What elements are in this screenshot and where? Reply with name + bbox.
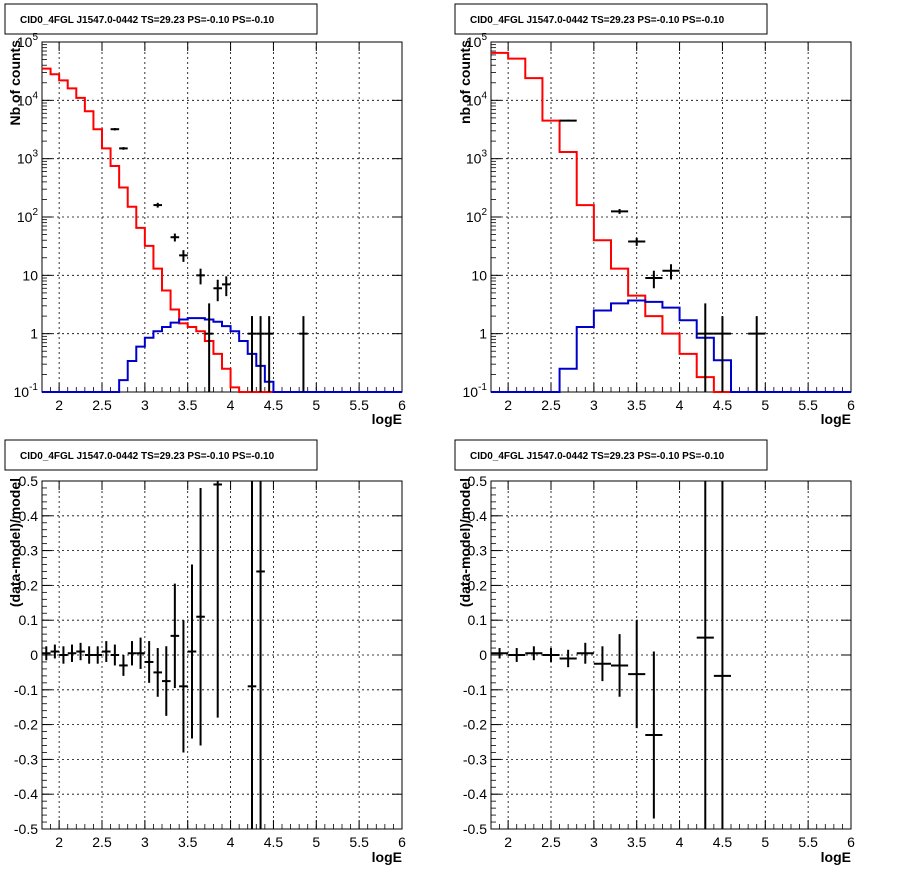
p4-xtick-label-7: 5.5 xyxy=(798,834,818,850)
p4-xtick-label-6: 5 xyxy=(761,834,769,850)
p4-ytick-label-9: 0.4 xyxy=(468,508,488,524)
y-axis-label-1: Nb of counts xyxy=(7,40,23,126)
p3-ytick-label-10: 0.5 xyxy=(19,473,39,489)
p3-ytick-label-1: -0.4 xyxy=(14,786,38,802)
p1-ytick-label-1: 1 xyxy=(30,326,38,342)
p1-xtick-label-7: 5.5 xyxy=(349,397,369,413)
p3-ytick-label-5: 0 xyxy=(30,647,38,663)
p3-xtick-label-6: 5 xyxy=(312,834,320,850)
p3-ytick-label-3: -0.2 xyxy=(14,717,38,733)
panel-title-2: CID0_4FGL J1547.0-0442 TS=29.23 PS=-0.10… xyxy=(454,3,768,35)
p1-xtick-label-0: 2 xyxy=(55,397,63,413)
p4-ytick-label-8: 0.3 xyxy=(468,543,488,559)
p3-ytick-label-8: 0.3 xyxy=(19,543,39,559)
p1-xtick-label-2: 3 xyxy=(141,397,149,413)
p1-xtick-label-8: 6 xyxy=(398,397,406,413)
p3-xtick-label-2: 3 xyxy=(141,834,149,850)
p3-xtick-label-4: 4 xyxy=(227,834,235,850)
p1-ytick-label-6: 105 xyxy=(17,32,39,50)
p1-xtick-label-5: 4.5 xyxy=(264,397,284,413)
p4-ytick-label-1: -0.4 xyxy=(463,786,487,802)
y-axis-label-2: nb of counts xyxy=(457,40,473,124)
p2-xtick-label-4: 4 xyxy=(676,397,684,413)
p2-xtick-label-5: 4.5 xyxy=(713,397,733,413)
p3-xtick-label-0: 2 xyxy=(55,834,63,850)
p2-ytick-label-1: 1 xyxy=(479,326,487,342)
p4-ytick-label-7: 0.2 xyxy=(468,577,488,593)
p3-xtick-label-3: 3.5 xyxy=(178,834,198,850)
p1-ytick-label-0: 10-1 xyxy=(14,382,39,400)
p2-xtick-label-3: 3.5 xyxy=(627,397,647,413)
panel-title-3: CID0_4FGL J1547.0-0442 TS=29.23 PS=-0.10… xyxy=(4,439,318,471)
p3-ytick-label-9: 0.4 xyxy=(19,508,39,524)
p2-source-model-histogram xyxy=(491,299,851,393)
p4-xtick-label-3: 3.5 xyxy=(627,834,647,850)
p4-ytick-label-10: 0.5 xyxy=(468,473,488,489)
p2-xtick-label-2: 3 xyxy=(590,397,598,413)
p4-ytick-label-2: -0.3 xyxy=(463,751,487,767)
panel-title-1: CID0_4FGL J1547.0-0442 TS=29.23 PS=-0.10… xyxy=(4,3,318,35)
p2-ytick-label-4: 103 xyxy=(466,149,488,167)
p2-ytick-label-6: 105 xyxy=(466,32,488,50)
p4-xtick-label-1: 2.5 xyxy=(541,834,561,850)
p2-ytick-label-3: 102 xyxy=(466,207,488,225)
p4-ytick-label-5: 0 xyxy=(479,647,487,663)
panel-title-4-text: CID0_4FGL J1547.0-0442 TS=29.23 PS=-0.10… xyxy=(470,451,725,462)
p2-xtick-label-0: 2 xyxy=(504,397,512,413)
x-axis-label-3: logE xyxy=(372,849,402,865)
p3-xtick-label-1: 2.5 xyxy=(92,834,112,850)
panel-title-4: CID0_4FGL J1547.0-0442 TS=29.23 PS=-0.10… xyxy=(454,439,768,471)
p2-xtick-label-8: 6 xyxy=(847,397,855,413)
x-axis-label-2: logE xyxy=(821,411,851,427)
p2-xtick-label-6: 5 xyxy=(761,397,769,413)
p4-ytick-label-3: -0.2 xyxy=(463,717,487,733)
p4-xtick-label-0: 2 xyxy=(504,834,512,850)
p4-xtick-label-5: 4.5 xyxy=(713,834,733,850)
p3-ytick-label-2: -0.3 xyxy=(14,751,38,767)
p2-ytick-label-5: 104 xyxy=(466,90,488,108)
p4-xtick-label-8: 6 xyxy=(847,834,855,850)
y-axis-label-3: (data-model)/model xyxy=(7,478,23,607)
panel-title-2-text: CID0_4FGL J1547.0-0442 TS=29.23 PS=-0.10… xyxy=(470,15,725,26)
p1-source-model-histogram xyxy=(42,317,402,393)
p4-ytick-label-4: -0.1 xyxy=(463,682,487,698)
p3-ytick-label-7: 0.2 xyxy=(19,577,39,593)
p4-xtick-label-2: 3 xyxy=(590,834,598,850)
p2-xtick-label-1: 2.5 xyxy=(541,397,561,413)
p1-ytick-label-5: 104 xyxy=(17,90,39,108)
panel-title-3-text: CID0_4FGL J1547.0-0442 TS=29.23 PS=-0.10… xyxy=(20,451,275,462)
p1-xtick-label-6: 5 xyxy=(312,397,320,413)
p2-total-model-histogram xyxy=(491,51,851,393)
p1-ytick-label-3: 102 xyxy=(17,207,39,225)
p2-ytick-label-2: 10 xyxy=(471,267,487,283)
p3-ytick-label-0: -0.5 xyxy=(14,821,38,837)
p3-xtick-label-8: 6 xyxy=(398,834,406,850)
p1-ytick-label-2: 10 xyxy=(22,267,38,283)
p3-xtick-label-5: 4.5 xyxy=(264,834,284,850)
p1-total-model-histogram xyxy=(42,67,402,393)
y-axis-label-4: (data-model)/model xyxy=(457,478,473,607)
p4-xtick-label-4: 4 xyxy=(676,834,684,850)
p4-ytick-label-0: -0.5 xyxy=(463,821,487,837)
p1-xtick-label-4: 4 xyxy=(227,397,235,413)
p3-xtick-label-7: 5.5 xyxy=(349,834,369,850)
p1-ytick-label-4: 103 xyxy=(17,149,39,167)
p3-ytick-label-6: 0.1 xyxy=(19,612,39,628)
p1-xtick-label-3: 3.5 xyxy=(178,397,198,413)
p2-xtick-label-7: 5.5 xyxy=(798,397,818,413)
p3-ytick-label-4: -0.1 xyxy=(14,682,38,698)
panel-title-1-text: CID0_4FGL J1547.0-0442 TS=29.23 PS=-0.10… xyxy=(20,15,275,26)
x-axis-label-4: logE xyxy=(821,849,851,865)
p4-ytick-label-6: 0.1 xyxy=(468,612,488,628)
p2-ytick-label-0: 10-1 xyxy=(463,382,488,400)
p1-xtick-label-1: 2.5 xyxy=(92,397,112,413)
x-axis-label-1: logE xyxy=(372,411,402,427)
